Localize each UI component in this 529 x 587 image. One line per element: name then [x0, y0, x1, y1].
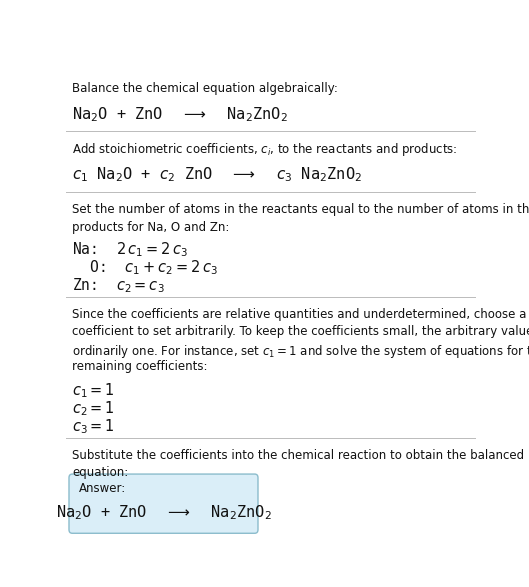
Text: $c_2 = 1$: $c_2 = 1$ — [72, 400, 115, 418]
Text: Since the coefficients are relative quantities and underdetermined, choose a: Since the coefficients are relative quan… — [72, 308, 527, 321]
Text: Substitute the coefficients into the chemical reaction to obtain the balanced: Substitute the coefficients into the che… — [72, 449, 524, 462]
Text: remaining coefficients:: remaining coefficients: — [72, 360, 208, 373]
Text: Answer:: Answer: — [78, 482, 126, 495]
Text: Set the number of atoms in the reactants equal to the number of atoms in the: Set the number of atoms in the reactants… — [72, 203, 529, 217]
Text: Na$_2$O + ZnO  $\longrightarrow$  Na$_2$ZnO$_2$: Na$_2$O + ZnO $\longrightarrow$ Na$_2$Zn… — [72, 105, 288, 124]
Text: Na$_2$O + ZnO  $\longrightarrow$  Na$_2$ZnO$_2$: Na$_2$O + ZnO $\longrightarrow$ Na$_2$Zn… — [56, 504, 271, 522]
Text: coefficient to set arbitrarily. To keep the coefficients small, the arbitrary va: coefficient to set arbitrarily. To keep … — [72, 325, 529, 338]
Text: Na:  $2\,c_1 = 2\,c_3$: Na: $2\,c_1 = 2\,c_3$ — [72, 241, 188, 259]
Text: products for Na, O and Zn:: products for Na, O and Zn: — [72, 221, 230, 234]
Text: equation:: equation: — [72, 467, 129, 480]
Text: $c_1$ Na$_2$O + $c_2$ ZnO  $\longrightarrow$  $c_3$ Na$_2$ZnO$_2$: $c_1$ Na$_2$O + $c_2$ ZnO $\longrightarr… — [72, 165, 362, 184]
Text: Add stoichiometric coefficients, $c_i$, to the reactants and products:: Add stoichiometric coefficients, $c_i$, … — [72, 141, 458, 158]
Text: $c_1 = 1$: $c_1 = 1$ — [72, 382, 115, 400]
Text: Zn:  $c_2 = c_3$: Zn: $c_2 = c_3$ — [72, 276, 165, 295]
Text: ordinarily one. For instance, set $c_1 = 1$ and solve the system of equations fo: ordinarily one. For instance, set $c_1 =… — [72, 343, 529, 360]
FancyBboxPatch shape — [69, 474, 258, 533]
Text: O:  $c_1 + c_2 = 2\,c_3$: O: $c_1 + c_2 = 2\,c_3$ — [72, 258, 218, 277]
Text: $c_3 = 1$: $c_3 = 1$ — [72, 417, 115, 436]
Text: Balance the chemical equation algebraically:: Balance the chemical equation algebraica… — [72, 82, 338, 95]
